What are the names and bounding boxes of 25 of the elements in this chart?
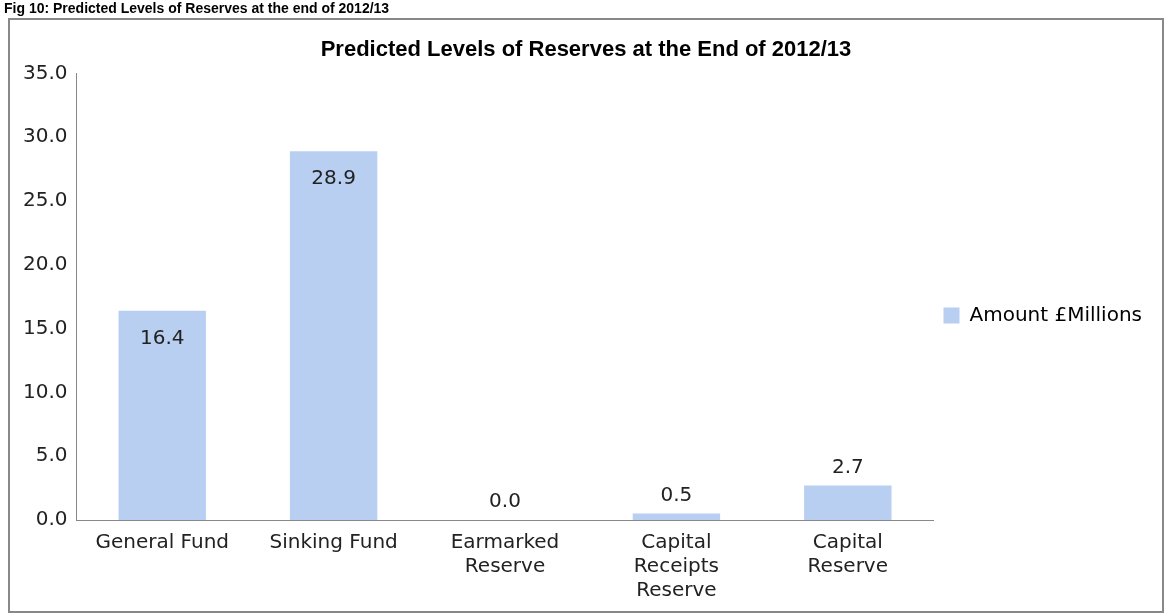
y-tick-label: 15.0 (23, 314, 68, 339)
x-tick-label: General Fund (95, 529, 230, 554)
y-tick-label: 0.0 (35, 506, 68, 531)
y-tick-label: 5.0 (35, 442, 68, 467)
bar (289, 151, 378, 520)
legend-label: Amount £Millions (969, 301, 1143, 326)
x-tick-label: Capital Receipts Reserve (633, 529, 719, 602)
caption: Fig 10: Predicted Levels of Reserves at the end of 2012/13 (4, 0, 390, 16)
bar (632, 513, 721, 520)
x-tick-label: Sinking Fund (269, 529, 398, 554)
data-label: 0.5 (660, 481, 693, 506)
chart-title: Predicted Levels of Reserves at the End of 2012/13 (320, 36, 852, 62)
y-tick-label: 10.0 (23, 378, 68, 403)
bar (804, 485, 892, 520)
y-tick-label: 25.0 (23, 187, 68, 212)
data-label: 28.9 (311, 165, 356, 190)
x-tick-label: Capital Reserve (807, 529, 889, 578)
data-label: 2.7 (831, 453, 864, 478)
data-label: 0.0 (489, 488, 521, 513)
y-tick-label: 35.0 (23, 59, 68, 84)
bar (118, 310, 206, 520)
data-label: 16.4 (139, 324, 185, 349)
x-tick-label: Earmarked Reserve (450, 529, 560, 578)
y-tick-label: 20.0 (23, 251, 68, 275)
y-tick-label: 30.0 (23, 123, 68, 148)
